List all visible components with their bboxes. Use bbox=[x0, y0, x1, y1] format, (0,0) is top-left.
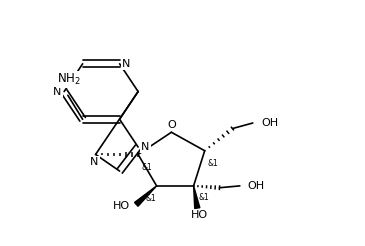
Text: NH$_2$: NH$_2$ bbox=[57, 72, 80, 87]
Text: N: N bbox=[141, 142, 150, 152]
Text: HO: HO bbox=[112, 201, 130, 211]
Text: HO: HO bbox=[191, 211, 208, 220]
Text: OH: OH bbox=[261, 118, 278, 128]
Text: &1: &1 bbox=[198, 193, 209, 202]
Text: &1: &1 bbox=[141, 163, 152, 171]
Text: N: N bbox=[122, 59, 130, 69]
Text: O: O bbox=[168, 120, 177, 130]
Text: &1: &1 bbox=[208, 159, 218, 168]
Text: &1: &1 bbox=[145, 194, 156, 203]
Polygon shape bbox=[193, 186, 200, 209]
Polygon shape bbox=[135, 186, 157, 206]
Text: N: N bbox=[53, 87, 62, 97]
Text: OH: OH bbox=[247, 181, 264, 191]
Text: N: N bbox=[90, 157, 99, 167]
